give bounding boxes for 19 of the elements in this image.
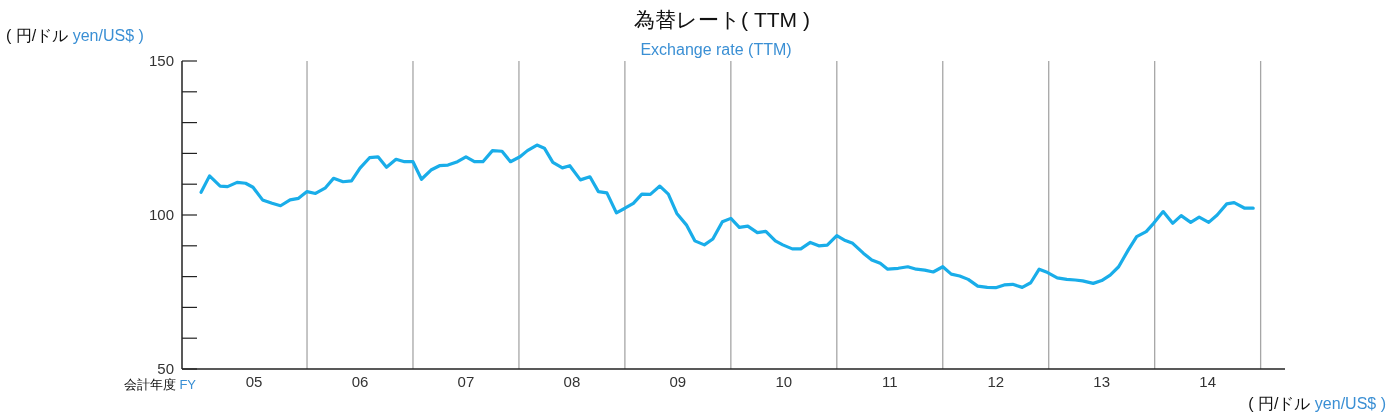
x-tick-label: 07 <box>457 373 475 390</box>
y-tick-label: 50 <box>157 360 174 378</box>
x-tick-label: 06 <box>351 373 369 390</box>
y-axis-title: ( 円/ドル yen/US$ ) <box>6 27 144 44</box>
x-tick-label: 13 <box>1093 373 1111 390</box>
chart-title: 為替レート( TTM ) <box>634 8 810 31</box>
x-tick-label: 14 <box>1199 373 1216 390</box>
x-tick-label: 11 <box>882 373 898 390</box>
y-tick-label: 150 <box>148 52 174 70</box>
x-tick-label: 08 <box>563 373 581 390</box>
x-tick-label: 09 <box>669 373 687 390</box>
x-tick-label: 10 <box>775 373 793 390</box>
x-tick-label: 05 <box>245 373 263 390</box>
x-tick-label: 12 <box>987 373 1005 390</box>
x-axis-title: 会計年度 FY <box>123 377 197 392</box>
line-series <box>199 143 1255 290</box>
chart-subtitle: Exchange rate (TTM) <box>640 41 792 58</box>
text: ( 円/ドル yen/US$ ) <box>1248 395 1386 412</box>
y-tick-label: 100 <box>148 206 174 224</box>
